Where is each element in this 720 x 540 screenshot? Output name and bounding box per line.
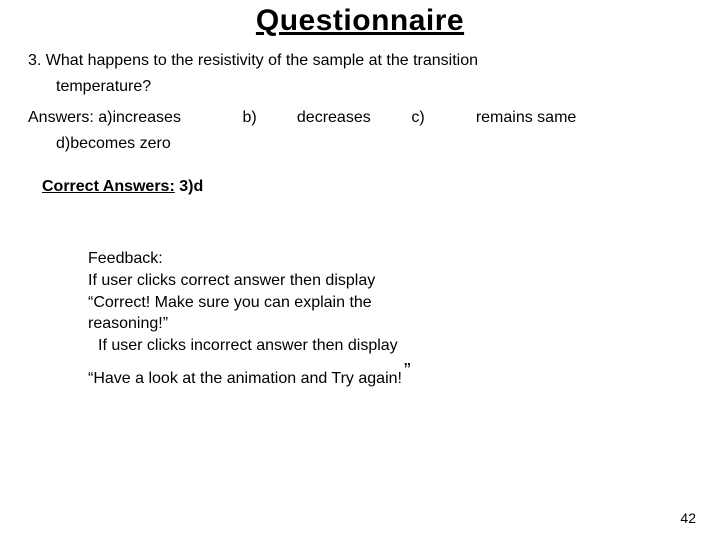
correct-answer-block: Correct Answers: 3)d xyxy=(42,178,720,196)
question-number: 3. xyxy=(28,52,41,69)
page-number: 42 xyxy=(680,510,696,526)
feedback-line-2: “Correct! Make sure you can explain the xyxy=(88,292,588,314)
answers-row-1: Answers: a)increases b) decreases c) rem… xyxy=(28,105,692,131)
answer-d: d)becomes zero xyxy=(56,131,692,157)
question-block: 3. What happens to the resistivity of th… xyxy=(28,48,692,156)
answer-c-letter: c) xyxy=(411,105,471,131)
answer-b-text: decreases xyxy=(297,105,407,131)
feedback-line-5-wrap: “Have a look at the animation and Try ag… xyxy=(88,364,588,391)
feedback-line-4: If user clicks incorrect answer then dis… xyxy=(98,335,588,357)
question-text-2: temperature? xyxy=(56,74,692,100)
answer-a: a)increases xyxy=(98,109,181,126)
answer-b-letter: b) xyxy=(242,105,292,131)
feedback-line-1: If user clicks correct answer then displ… xyxy=(88,270,588,292)
correct-value: 3)d xyxy=(179,178,203,195)
question-line-1: 3. What happens to the resistivity of th… xyxy=(28,48,692,74)
feedback-block: Feedback: If user clicks correct answer … xyxy=(88,248,588,391)
correct-label: Correct Answers: xyxy=(42,178,175,195)
answer-c-text: remains same xyxy=(476,105,576,131)
question-text-1: What happens to the resistivity of the s… xyxy=(46,52,478,69)
feedback-line-5: “Have a look at the animation and Try ag… xyxy=(88,370,402,387)
page-title: Questionnaire xyxy=(0,4,720,38)
feedback-trailing-quote: ” xyxy=(404,360,411,382)
answers-prefix: Answers: xyxy=(28,109,94,126)
feedback-heading: Feedback: xyxy=(88,248,588,270)
feedback-line-3: reasoning!” xyxy=(88,313,588,335)
